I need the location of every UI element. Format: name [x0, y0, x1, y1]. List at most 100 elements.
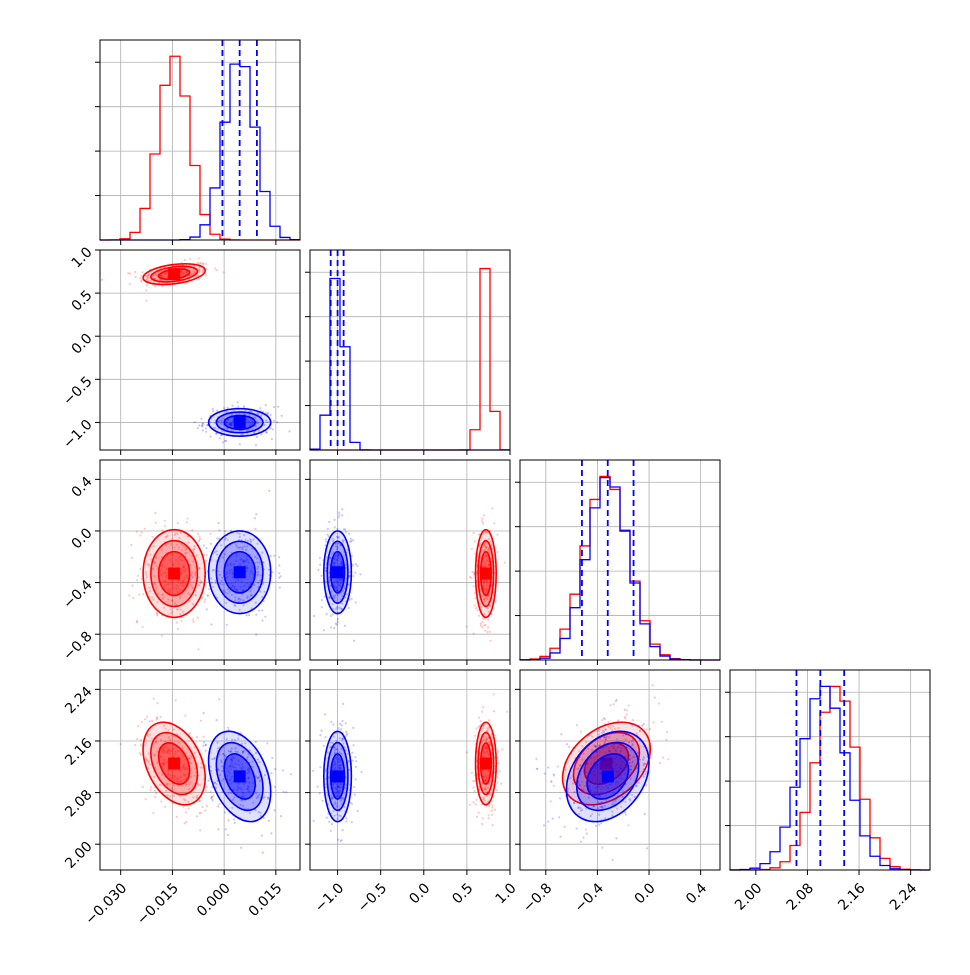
scatter-point-blue-1-2-207	[333, 518, 336, 522]
scatter-point-blue-0-2-44	[218, 529, 221, 532]
scatter-point-red-0-2-239	[182, 580, 185, 583]
scatter-point-blue-1-3-3	[340, 747, 343, 750]
scatter-point-red-1-2-16	[481, 520, 484, 523]
scatter-point-blue-0-3-62	[209, 765, 212, 768]
scatter-point-red-2-3-255	[589, 762, 592, 766]
scatter-point-red-0-2-171	[165, 576, 168, 579]
scatter-point-red-0-2-172	[160, 548, 163, 552]
scatter-point-blue-0-3-108	[204, 744, 207, 747]
scatter-point-blue-0-2-224	[224, 538, 227, 541]
scatter-point-red-1-2-158	[485, 546, 488, 549]
scatter-point-blue-2-3-116	[587, 796, 590, 799]
scatter-point-blue-2-3-219	[625, 746, 628, 749]
scatter-point-red-0-1-51	[153, 274, 156, 277]
scatter-point-blue-0-3-65	[207, 779, 210, 783]
scatter-point-red-2-3-33	[622, 734, 625, 737]
scatter-point-blue-0-2-23	[246, 558, 249, 561]
scatter-point-red-0-2-130	[160, 594, 163, 597]
scatter-point-red-0-2-22	[154, 583, 157, 586]
scatter-point-blue-2-3-99	[631, 724, 634, 727]
scatter-point-red-0-3-245	[181, 746, 184, 749]
scatter-point-blue-2-3-254	[616, 795, 619, 798]
scatter-point-red-1-3-255	[496, 776, 499, 779]
scatter-point-red-2-3-144	[607, 725, 610, 729]
scatter-point-blue-0-3-130	[215, 783, 218, 786]
scatter-point-blue-1-3-104	[336, 805, 339, 808]
scatter-point-blue-2-3-26	[642, 756, 646, 759]
scatter-point-red-0-3-180	[204, 789, 207, 793]
scatter-point-blue-2-3-101	[625, 733, 628, 736]
scatter-point-blue-1-2-6	[335, 623, 338, 626]
scatter-point-red-0-2-228	[175, 543, 179, 546]
scatter-point-blue-0-2-93	[259, 580, 262, 583]
scatter-point-red-0-2-10	[184, 583, 188, 586]
scatter-point-blue-0-2-183	[255, 613, 258, 616]
scatter-point-blue-1-2-98	[339, 607, 342, 610]
scatter-point-red-1-2-191	[483, 624, 486, 627]
scatter-point-red-1-2-53	[485, 530, 488, 533]
scatter-point-blue-0-3-94	[223, 811, 227, 814]
scatter-point-red-1-2-24	[483, 613, 486, 616]
scatter-point-blue-0-1-57	[228, 422, 232, 425]
scatter-point-blue-0-1-116	[228, 422, 231, 425]
scatter-point-red-0-3-121	[162, 747, 165, 750]
scatter-point-red-0-3-4	[150, 737, 153, 740]
scatter-point-blue-1-2-56	[320, 598, 324, 602]
scatter-point-red-0-3-137	[161, 762, 165, 766]
scatter-point-blue-0-2-127	[237, 579, 240, 582]
scatter-point-red-0-2-77	[155, 586, 158, 589]
scatter-point-red-2-3-35	[552, 784, 555, 787]
scatter-point-blue-2-3-58	[641, 724, 644, 727]
scatter-point-blue-1-3-4	[334, 792, 337, 796]
scatter-point-red-2-3-44	[597, 772, 600, 775]
scatter-point-red-1-2-237	[478, 542, 482, 546]
scatter-point-red-0-3-199	[156, 716, 159, 719]
scatter-point-blue-0-1-40	[242, 405, 246, 408]
scatter-point-blue-1-2-145	[338, 606, 341, 609]
scatter-point-blue-0-1-167	[228, 424, 231, 427]
x-tick-label-0-2: 0.000	[194, 880, 234, 920]
scatter-point-red-2-3-214	[581, 744, 584, 748]
scatter-point-red-1-2-19	[482, 579, 485, 583]
scatter-point-red-2-3-222	[610, 744, 614, 747]
panel-frame-0-0	[99, 39, 301, 241]
scatter-point-blue-0-2-228	[222, 589, 225, 592]
scatter-point-blue-0-3-12	[241, 795, 244, 798]
scatter-point-blue-2-3-257	[569, 777, 572, 780]
scatter-point-blue-1-3-84	[322, 744, 325, 747]
scatter-point-blue-0-2-202	[229, 564, 232, 567]
scatter-point-red-1-3-61	[473, 734, 477, 737]
scatter-point-red-0-2-252	[160, 634, 163, 637]
scatter-point-blue-2-3-9	[604, 728, 607, 731]
scatter-point-blue-1-2-176	[336, 556, 340, 560]
scatter-point-red-2-3-37	[610, 744, 613, 747]
scatter-point-red-0-2-45	[192, 550, 195, 553]
scatter-point-blue-0-1-157	[263, 423, 266, 426]
scatter-point-blue-1-2-221	[334, 545, 338, 548]
scatter-point-blue-2-3-195	[569, 796, 572, 799]
scatter-point-blue-1-2-50	[333, 526, 336, 529]
scatter-point-red-2-3-7	[612, 768, 615, 771]
scatter-point-red-1-3-163	[484, 779, 487, 782]
scatter-point-blue-1-3-61	[336, 790, 339, 794]
scatter-point-blue-0-1-45	[225, 439, 228, 442]
scatter-point-red-0-3-183	[163, 758, 166, 761]
scatter-point-blue-0-2-153	[252, 538, 255, 541]
scatter-point-red-0-3-58	[162, 758, 166, 761]
scatter-point-red-0-3-99	[185, 784, 188, 787]
scatter-point-red-0-2-196	[169, 588, 172, 591]
scatter-point-blue-1-3-127	[312, 819, 315, 823]
scatter-point-red-2-3-43	[612, 760, 615, 763]
scatter-point-blue-0-2-168	[237, 600, 240, 603]
scatter-point-blue-0-1-65	[256, 422, 260, 425]
scatter-point-blue-0-2-97	[219, 582, 222, 585]
scatter-point-red-0-3-188	[147, 767, 150, 770]
scatter-point-blue-0-1-122	[254, 444, 258, 447]
scatter-point-red-0-3-83	[168, 783, 171, 786]
scatter-point-blue-0-2-208	[216, 537, 219, 540]
scatter-point-red-1-3-153	[483, 752, 486, 755]
scatter-point-red-1-3-98	[486, 786, 490, 790]
scatter-point-blue-1-2-22	[335, 605, 338, 609]
scatter-point-red-2-3-45	[623, 755, 627, 758]
scatter-point-blue-0-3-160	[233, 796, 236, 799]
